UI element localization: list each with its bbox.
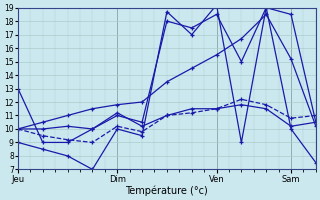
X-axis label: Température (°c): Température (°c) <box>125 185 208 196</box>
